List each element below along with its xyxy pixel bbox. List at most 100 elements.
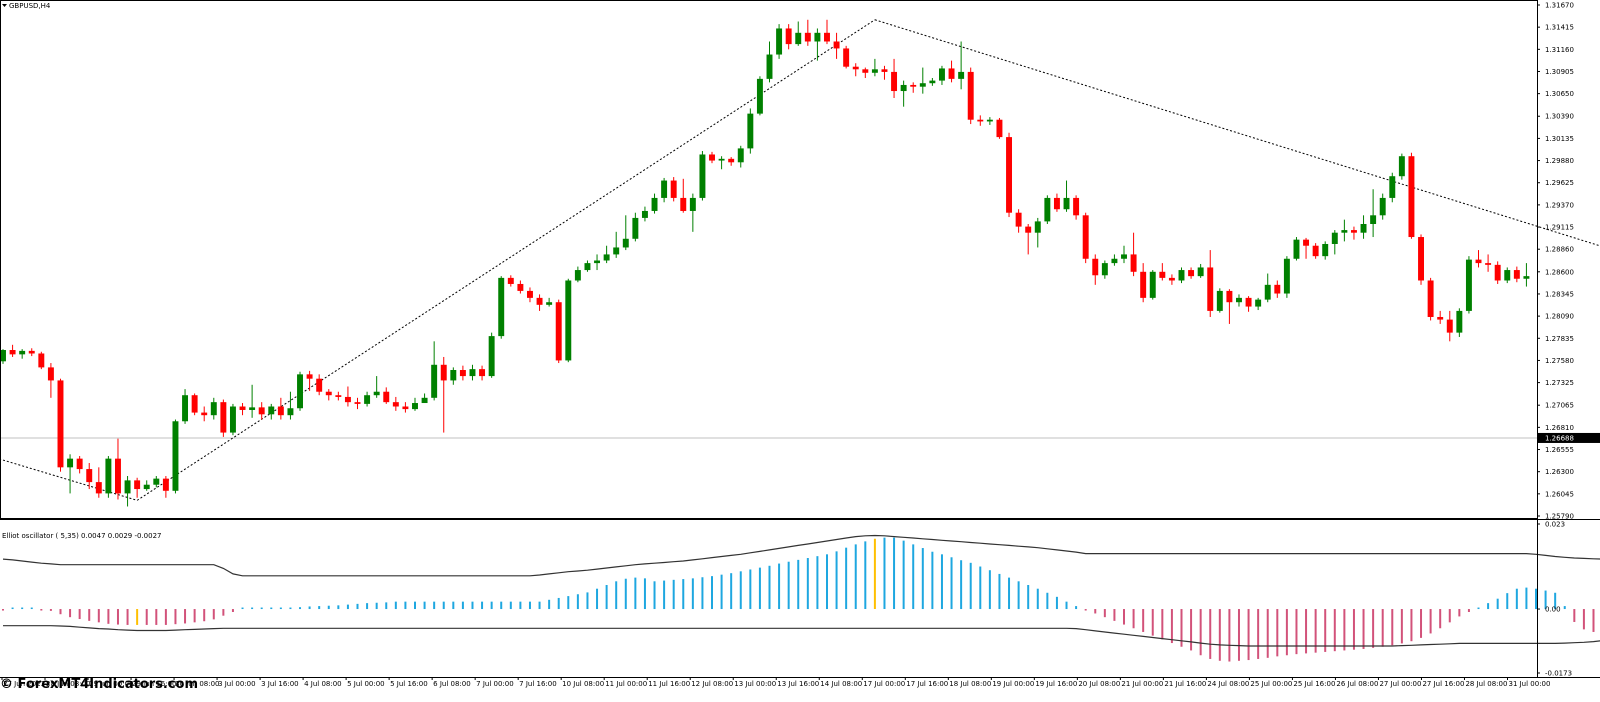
time-tick-label: 19 Jul 00:00 [992,680,1034,688]
candle-body [258,407,265,415]
candle-body [1025,226,1032,233]
candle-body [383,391,390,403]
candle-body [335,395,342,397]
price-tick-label: 1.26555 [1545,446,1574,454]
candle-body [469,369,476,377]
candle-body [881,69,888,72]
candle-body [115,458,121,494]
price-pane[interactable] [0,19,1600,507]
candle-body [76,458,83,470]
candle-body [929,80,936,84]
candle-body [824,32,830,42]
candle-body [1293,239,1300,259]
trendline [136,19,876,501]
candle-body [344,396,351,403]
candle-body [450,370,457,381]
candle-body [1303,239,1310,246]
time-tick-label: 13 Jul 00:00 [734,680,776,688]
candle-body [565,280,572,361]
time-tick-label: 26 Jul 08:00 [1336,680,1378,688]
candle-body [622,238,629,248]
candle-body [38,353,45,368]
candle-body [0,350,6,362]
candle-body [220,402,227,433]
time-tick-label: 11 Jul 16:00 [648,680,690,688]
candle-body [47,367,54,381]
time-tick-label: 6 Jul 08:00 [433,680,471,688]
candle-body [1034,221,1041,233]
candle-body [546,302,553,305]
candle-body [1140,271,1147,298]
candle-body [747,113,754,149]
candle-body [843,48,850,67]
candle-body [412,403,418,410]
time-tick-label: 7 Jul 16:00 [519,680,557,688]
candle-body [1523,276,1530,279]
price-tick-label: 1.30390 [1545,113,1574,121]
candle-body [795,32,802,45]
oscillator-pane[interactable] [2,534,1600,662]
price-tick-label: 1.30905 [1545,68,1574,76]
candle-body [28,350,35,354]
candle-body [641,210,648,218]
price-tick-label: 1.29625 [1545,179,1574,187]
candle-body [172,421,179,491]
candle-body [1063,197,1070,210]
candle-body [143,484,150,490]
price-tick-label: 1.26045 [1545,490,1574,498]
candle-body [756,78,763,114]
candle-body [785,28,792,45]
candle-body [1360,224,1367,233]
candle-body [287,408,294,416]
candle-body [613,247,620,255]
candle-body [1006,137,1013,213]
time-tick-label: 5 Jul 00:00 [347,680,385,688]
candle-body [862,69,869,73]
candle-body [1216,290,1223,311]
time-tick-label: 31 Jul 00:00 [1508,680,1550,688]
title-arrow-icon [2,4,7,7]
candle-body [1178,270,1185,281]
candle-body [134,480,141,490]
chart-frame [0,0,1600,678]
price-tick-label: 1.31415 [1545,24,1574,32]
candle-body [852,66,859,70]
candle-body [1111,258,1118,264]
candle-body [919,83,926,87]
candle-body [1446,319,1453,333]
oscillator-tick-label: -0.0173 [1545,670,1572,678]
candle-body [996,119,1003,138]
candle-body [584,263,591,271]
candle-body [766,54,773,79]
candle-body [1427,280,1434,317]
candle-body [1341,230,1348,233]
current-price-box [1538,432,1600,443]
price-tick-label: 1.27325 [1545,379,1574,387]
candle-body [1053,197,1060,210]
time-tick-label: 29 Jun 00:00 [89,680,133,688]
watermark: © ForexMT4Indicators.com [0,677,198,692]
candle-body [1188,270,1195,277]
candle-body [1513,270,1520,279]
time-tick-label: 14 Jul 08:00 [820,680,862,688]
oscillator-lower-band [3,625,1600,647]
candle-body [651,197,658,211]
candle-body [1264,284,1271,300]
candle-body [1015,212,1022,227]
candle-body [488,336,495,377]
time-tick-label: 4 Jul 08:00 [304,680,342,688]
candle-body [1245,297,1252,307]
time-tick-label: 10 Jul 08:00 [562,680,604,688]
candle-body [239,406,246,410]
price-tick-label: 1.27065 [1545,402,1574,410]
candle-body [603,254,610,261]
price-tick-label: 1.26300 [1545,468,1574,476]
candle-body [9,350,16,355]
price-tick-label: 1.26810 [1545,424,1574,432]
candle-body [440,364,447,381]
candle-body [1092,258,1099,276]
candle-body [1283,258,1290,294]
candle-body [814,32,821,42]
candle-body [536,297,543,305]
